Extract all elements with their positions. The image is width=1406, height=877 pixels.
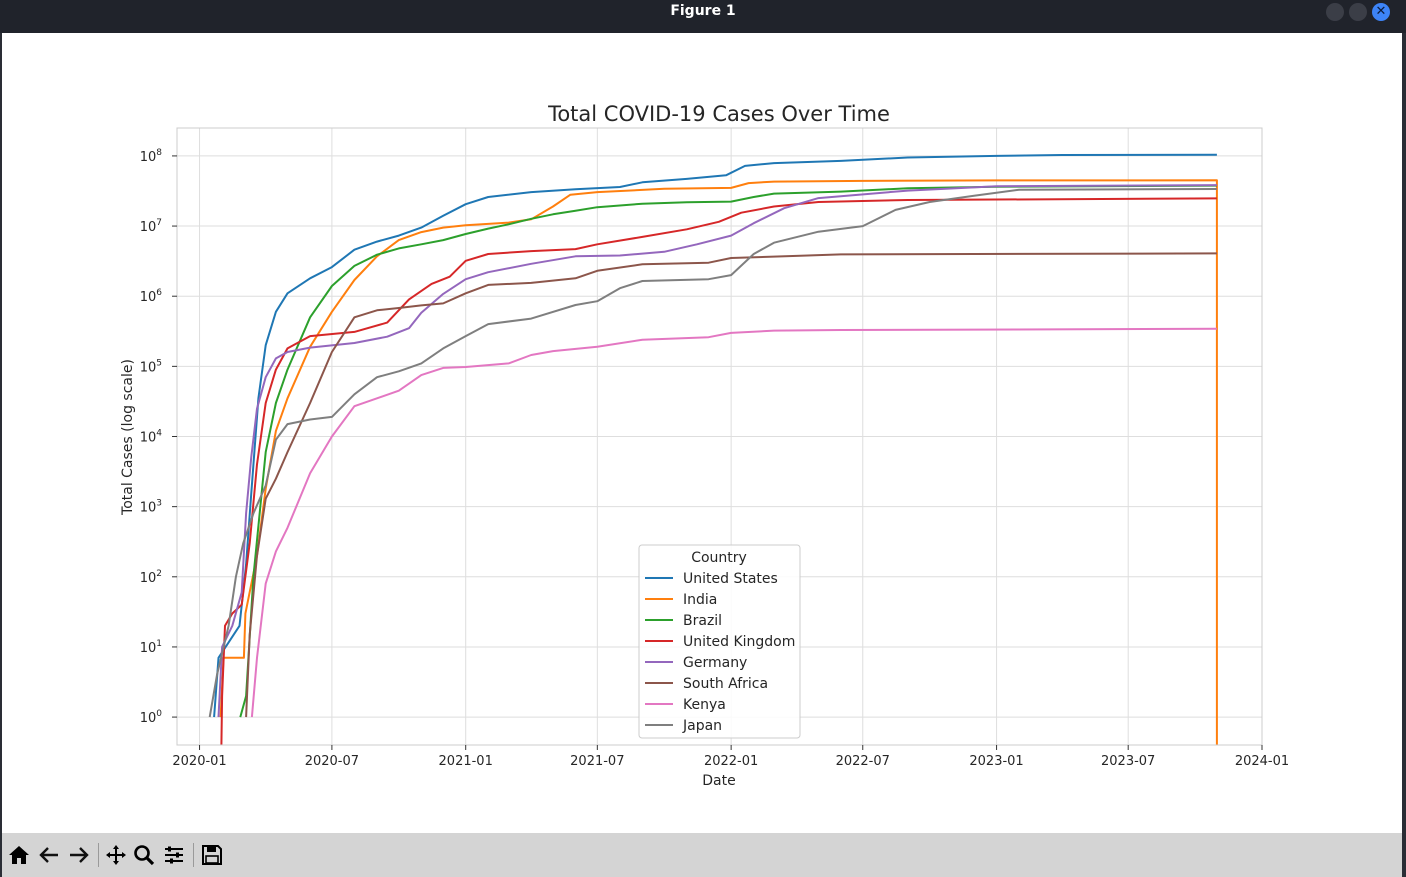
y-tick-label: 101 xyxy=(140,639,162,656)
y-tick-exponent: 7 xyxy=(156,218,162,228)
window-border-right xyxy=(1402,33,1406,877)
y-tick-label: 102 xyxy=(140,569,162,586)
window-border-left xyxy=(0,33,2,877)
forward-icon[interactable] xyxy=(67,843,91,867)
y-tick-base: 10 xyxy=(140,501,157,516)
legend-label: Germany xyxy=(683,655,747,671)
x-tick-label: 2020-01 xyxy=(172,754,226,769)
chart-title: Total COVID-19 Cases Over Time xyxy=(547,102,890,126)
maximize-button[interactable] xyxy=(1349,3,1367,21)
figure-canvas[interactable]: 2020-01 2020-07 2021-01 2021-07 2022-01 2022-… xyxy=(2,33,1402,833)
y-tick-exponent: 2 xyxy=(156,569,162,579)
y-tick-label: 108 xyxy=(140,148,163,165)
window-title: Figure 1 xyxy=(670,3,736,19)
toolbar-separator xyxy=(98,843,99,867)
y-tick-base: 10 xyxy=(140,290,157,305)
zoom-icon[interactable] xyxy=(132,843,156,867)
y-tick-label: 103 xyxy=(140,499,162,516)
legend-label: India xyxy=(683,592,717,608)
y-tick-label: 100 xyxy=(140,709,163,726)
y-tick-base: 10 xyxy=(140,571,157,586)
x-tick-label: 2024-01 xyxy=(1235,754,1289,769)
save-icon[interactable] xyxy=(200,843,224,867)
x-tick-label: 2023-07 xyxy=(1101,754,1155,769)
x-axis-ticks: 2020-01 2020-07 2021-01 2021-07 2022-01 2022-… xyxy=(172,745,1289,769)
y-tick-exponent: 4 xyxy=(156,429,162,439)
legend-label: United Kingdom xyxy=(683,634,795,650)
y-tick-base: 10 xyxy=(140,220,157,235)
y-tick-label: 104 xyxy=(140,429,163,446)
y-tick-base: 10 xyxy=(140,431,157,446)
configure-subplots-icon[interactable] xyxy=(162,843,186,867)
y-tick-base: 10 xyxy=(140,150,157,165)
y-axis-label: Total Cases (log scale) xyxy=(120,359,136,516)
title-bar: Figure 1 ✕ xyxy=(0,0,1406,33)
home-icon[interactable] xyxy=(7,843,31,867)
x-tick-label: 2021-07 xyxy=(570,754,624,769)
legend-box xyxy=(638,544,801,739)
legend-title: Country xyxy=(691,550,747,566)
y-tick-exponent: 5 xyxy=(156,358,162,368)
pan-icon[interactable] xyxy=(104,843,128,867)
x-tick-label: 2022-07 xyxy=(836,754,890,769)
series-line-south-africa xyxy=(245,252,1217,718)
series-line-united-kingdom xyxy=(220,197,1217,745)
legend-label: Brazil xyxy=(683,613,722,629)
series-line-kenya xyxy=(250,327,1217,718)
series-line-india xyxy=(219,179,1218,745)
y-tick-exponent: 8 xyxy=(156,148,162,158)
x-tick-label: 2020-07 xyxy=(305,754,359,769)
series-line-united-states xyxy=(213,153,1217,718)
y-tick-base: 10 xyxy=(140,641,157,656)
y-tick-exponent: 6 xyxy=(156,288,162,298)
close-button[interactable]: ✕ xyxy=(1372,3,1390,21)
x-axis-label: Date xyxy=(702,773,735,789)
y-tick-base: 10 xyxy=(140,711,157,726)
toolbar-separator xyxy=(193,843,194,867)
series-line-germany xyxy=(217,184,1217,718)
series-line-brazil xyxy=(239,184,1217,718)
y-tick-exponent: 3 xyxy=(156,499,162,509)
x-tick-label: 2023-01 xyxy=(969,754,1023,769)
toolbar xyxy=(2,833,1402,877)
series-line-japan xyxy=(208,188,1217,718)
y-tick-label: 106 xyxy=(140,288,163,305)
back-icon[interactable] xyxy=(37,843,61,867)
y-tick-exponent: 1 xyxy=(156,639,162,649)
legend-label: Japan xyxy=(682,718,722,734)
legend-label: United States xyxy=(683,571,778,587)
x-tick-label: 2022-01 xyxy=(704,754,758,769)
legend-label: South Africa xyxy=(683,676,768,692)
x-tick-label: 2021-01 xyxy=(439,754,493,769)
legend: Country United States India Brazil United K… xyxy=(638,544,801,739)
y-tick-exponent: 0 xyxy=(156,709,162,719)
minimize-button[interactable] xyxy=(1326,3,1344,21)
y-tick-label: 107 xyxy=(140,218,162,235)
chart: 2020-01 2020-07 2021-01 2021-07 2022-01 2022-… xyxy=(120,102,1289,789)
legend-label: Kenya xyxy=(683,697,726,713)
y-tick-base: 10 xyxy=(140,360,157,375)
series-lines xyxy=(208,153,1218,745)
y-tick-label: 105 xyxy=(140,358,162,375)
